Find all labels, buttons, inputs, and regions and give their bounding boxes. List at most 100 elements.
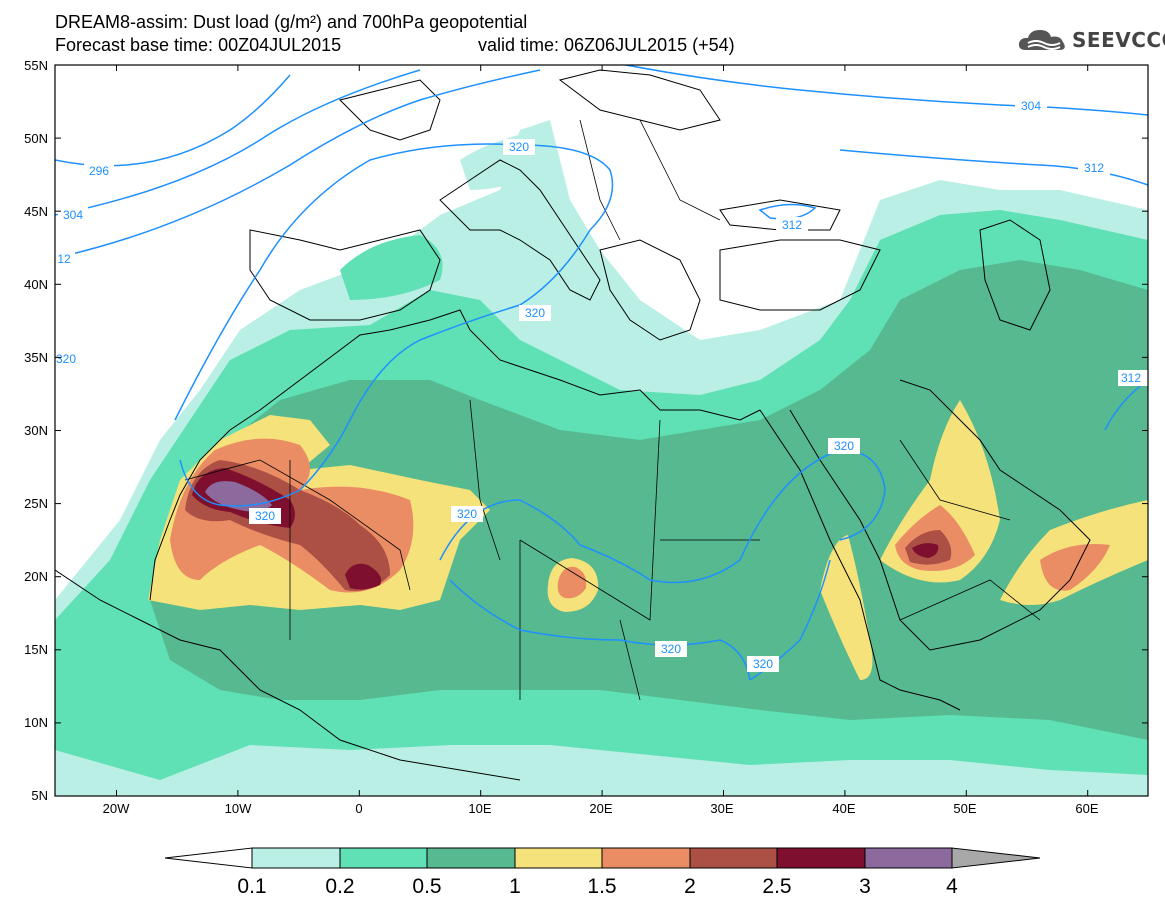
lon-label: 50E: [953, 801, 976, 816]
border-central-europe: [579, 119, 621, 241]
border-eastern-europe: [639, 119, 721, 221]
italy-coast: [439, 159, 601, 301]
colorbar-segment: [864, 847, 953, 869]
lon-label: 0: [355, 801, 362, 816]
iberia-coast: [249, 229, 441, 321]
forecast-time-line: Forecast base time: 00Z04JUL2015 valid ti…: [55, 35, 735, 55]
lat-label: 25N: [24, 496, 48, 511]
dust-area-0.2-iberia: [340, 235, 443, 300]
colorbar-label: 1: [509, 875, 521, 898]
colorbar-segment: [776, 847, 866, 869]
baltic-coast: [558, 69, 721, 131]
colorbar-segment: [251, 847, 341, 869]
lat-label: 20N: [24, 569, 48, 584]
svg-text:320: 320: [753, 657, 773, 671]
contour-label: 296: [84, 163, 114, 179]
dust-area-1.0-redsea: [820, 535, 873, 680]
contour-320-main: [174, 143, 614, 507]
colorbar-labels: 0.1 0.2 0.5 1 1.5 2 2.5 3 4: [237, 875, 958, 898]
lat-label: 30N: [24, 423, 48, 438]
svg-text:320: 320: [56, 352, 76, 366]
coastlines: [55, 69, 1091, 781]
contour-label: 320: [503, 139, 535, 155]
colorbar-segment: [514, 847, 603, 869]
lon-label: 10E: [468, 801, 491, 816]
colorbar-segment: [601, 847, 691, 869]
contour-304-east: [621, 65, 1148, 116]
border-libya-chad: [519, 419, 661, 621]
svg-text:304: 304: [1021, 99, 1041, 113]
lon-label: 20E: [589, 801, 612, 816]
svg-text:296: 296: [89, 164, 109, 178]
longitude-labels: 20W 10W 0 10E 20E 30E 40E 50E 60E: [103, 801, 1099, 816]
dust-area-2.5-arabia: [912, 543, 939, 558]
svg-text:312: 312: [1084, 161, 1104, 175]
border-yemen-saudi: [899, 579, 1041, 621]
svg-text:320: 320: [255, 509, 275, 523]
lat-label: 55N: [24, 58, 48, 73]
greece-coast: [599, 239, 701, 341]
map-title: DREAM8-assim: Dust load (g/m²) and 700hP…: [55, 12, 528, 32]
lat-label: 15N: [24, 642, 48, 657]
contour-label: 304: [58, 207, 88, 223]
contour-label: 304: [1015, 98, 1047, 114]
dust-area-1.5-chad: [557, 566, 587, 599]
black-sea-coast: [719, 199, 841, 231]
svg-text:320: 320: [509, 140, 529, 154]
svg-text:304: 304: [63, 208, 83, 222]
contour-label: 320: [828, 438, 860, 454]
lon-label: 60E: [1075, 801, 1098, 816]
colorbar-label: 3: [859, 875, 871, 898]
lon-label: 10W: [225, 801, 252, 816]
contour-label: 320: [55, 351, 76, 367]
dust-area-0.5: [150, 260, 1148, 740]
turkey-coast: [719, 239, 881, 311]
valid-time: valid time: 06Z06JUL2015 (+54): [478, 35, 735, 55]
colorbar-label: 0.2: [325, 875, 354, 898]
contour-labels: 296 304 12 320 304 312 312 320 320 320 3…: [55, 98, 1148, 672]
lon-label: 40E: [832, 801, 855, 816]
colorbar-label: 2.5: [762, 875, 791, 898]
lat-label: 40N: [24, 277, 48, 292]
latitude-labels: 55N 50N 45N 40N 35N 30N 25N 20N 15N 10N …: [24, 58, 48, 803]
lon-label: 20W: [103, 801, 130, 816]
border-chad-sudan: [619, 619, 641, 701]
contour-304-west: [55, 69, 421, 216]
colorbar-label: 0.5: [412, 875, 441, 898]
contour-label: 320: [747, 656, 779, 672]
colorbar-lower-arrow: [164, 847, 253, 869]
lon-label: 30E: [710, 801, 733, 816]
contour-label: 312: [1118, 370, 1148, 386]
contour-label: 312: [1078, 160, 1110, 176]
axis-ticks: [55, 64, 1148, 797]
arabia-coast: [789, 379, 1091, 651]
border-algeria-mali: [184, 459, 411, 591]
colorbar-label: 1.5: [587, 875, 616, 898]
svg-text:320: 320: [457, 507, 477, 521]
contour-label: 320: [655, 641, 687, 657]
lat-label: 35N: [24, 350, 48, 365]
lat-label: 45N: [24, 204, 48, 219]
colorbar-label: 0.1: [237, 875, 266, 898]
contour-label: 312: [776, 217, 808, 233]
border-saudi-iraq: [899, 439, 1011, 521]
red-sea-west-coast: [759, 409, 961, 711]
cloud-logo-icon: [1018, 30, 1065, 50]
contour-label: 320: [519, 305, 551, 321]
colorbar-segment: [689, 847, 778, 869]
svg-text:320: 320: [525, 306, 545, 320]
lat-label: 50N: [24, 131, 48, 146]
country-borders: [184, 119, 1041, 701]
contour-label: 320: [249, 508, 281, 524]
svg-text:312: 312: [1121, 371, 1141, 385]
contour-320-sahara: [439, 449, 886, 584]
caspian-coast: [979, 219, 1051, 331]
colorbar-segment: [426, 847, 516, 869]
dust-shading: [55, 120, 1148, 796]
contour-label: 12: [55, 251, 75, 267]
base-time: Forecast base time: 00Z04JUL2015: [55, 35, 342, 55]
svg-text:320: 320: [834, 439, 854, 453]
map-area: 296 304 12 320 304 312 312 320 320 320 3…: [55, 65, 1148, 796]
